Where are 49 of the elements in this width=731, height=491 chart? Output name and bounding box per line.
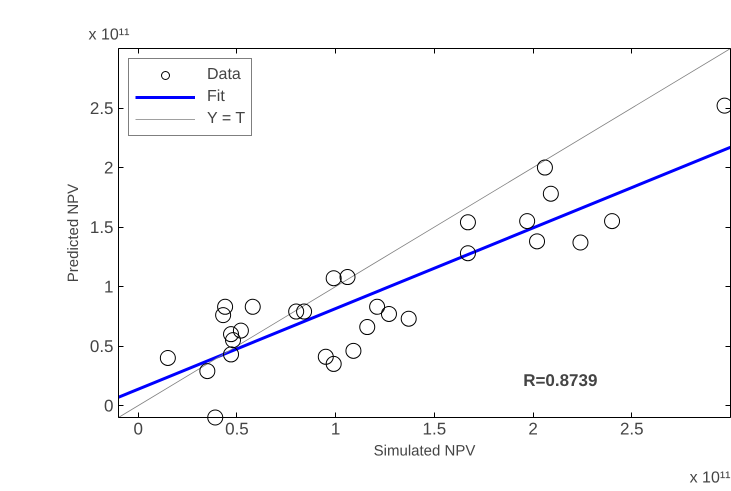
legend-label: Y = T [207, 110, 246, 128]
annotation: R=0.8739 [523, 371, 598, 390]
y-tick-label: 2.5 [90, 99, 114, 118]
x-tick-label: 1 [330, 420, 340, 438]
point [199, 363, 216, 380]
point [359, 319, 376, 336]
point [460, 245, 476, 262]
point [400, 310, 417, 327]
text: x 10¹¹ [88, 26, 130, 44]
x-tick-label: 2 [528, 420, 538, 438]
x-tick-label: 2.5 [620, 420, 644, 438]
point [460, 214, 476, 230]
point [572, 234, 588, 251]
x-tick-label: 1.5 [422, 420, 446, 438]
point [604, 213, 620, 230]
point [296, 304, 312, 320]
x-tick-label: 0 [134, 420, 143, 438]
y-tick-label: 1.5 [90, 218, 114, 238]
point [340, 269, 356, 286]
y-tick-label: 0.5 [90, 337, 114, 356]
point [215, 307, 232, 324]
point [160, 350, 176, 366]
point [244, 298, 261, 315]
y-tick-label: 0 [104, 396, 114, 416]
y-tick-label: 2 [104, 158, 114, 178]
legend-label: Data [207, 66, 241, 84]
legend-label: Fit [207, 88, 226, 106]
point [519, 213, 536, 230]
point [225, 332, 242, 348]
point [223, 326, 240, 342]
point [207, 410, 224, 426]
point [536, 160, 553, 176]
point [529, 233, 546, 250]
point [380, 306, 397, 322]
point [223, 346, 240, 362]
point [318, 348, 334, 365]
point [345, 342, 362, 359]
point [288, 304, 304, 320]
point [232, 322, 249, 339]
x-tick-label: 0.5 [225, 420, 249, 438]
point [217, 298, 234, 315]
x-axis-title: Simulated NPV [374, 442, 476, 460]
text: x 10¹¹ [690, 470, 731, 486]
point [369, 298, 386, 315]
y-tick-label: 1 [104, 278, 114, 297]
y-axis-title: Predicted NPV [64, 184, 82, 282]
point [326, 270, 342, 286]
point [326, 356, 342, 372]
point [542, 186, 559, 202]
